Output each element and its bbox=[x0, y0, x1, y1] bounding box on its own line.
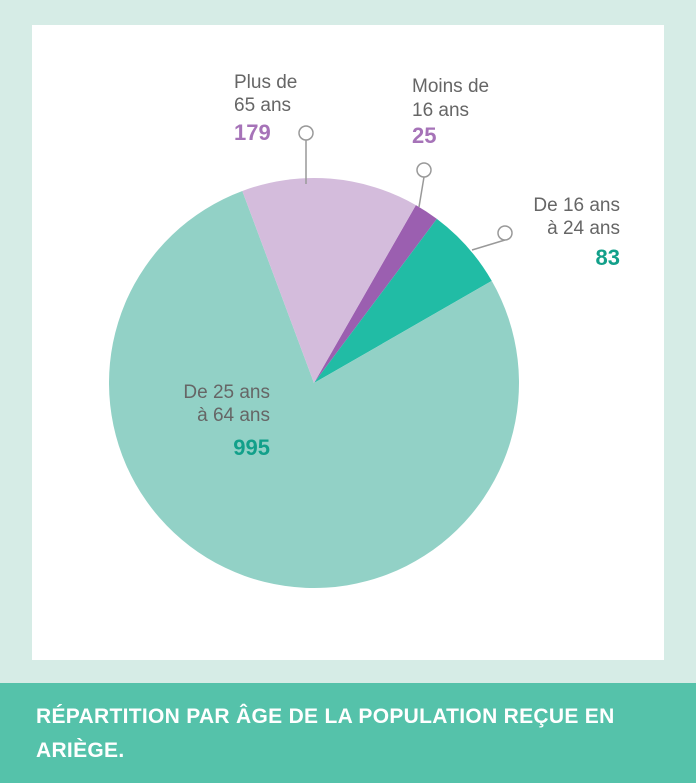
pie-slice bbox=[109, 190, 520, 588]
leader-line bbox=[471, 239, 506, 251]
value-label: 995 bbox=[233, 435, 270, 460]
slice-label: à 24 ans bbox=[547, 218, 620, 239]
slice-label: De 25 ans bbox=[183, 382, 270, 403]
slice-label: Plus de bbox=[234, 72, 297, 93]
slice-label: Moins de bbox=[412, 76, 489, 97]
value-label: 179 bbox=[234, 120, 271, 145]
leader-dot bbox=[416, 162, 432, 178]
leader-dot bbox=[497, 225, 513, 241]
pie-slice bbox=[314, 218, 492, 383]
leader-line bbox=[418, 176, 425, 208]
slice-label: à 64 ans bbox=[197, 405, 270, 426]
pie-slice bbox=[314, 205, 437, 383]
slice-label: 65 ans bbox=[234, 95, 291, 116]
pie-slice bbox=[242, 178, 416, 383]
value-label: 83 bbox=[596, 245, 620, 270]
slice-label: 16 ans bbox=[412, 100, 469, 121]
chart-title: RÉPARTITION PAR ÂGE DE LA POPULATION REÇ… bbox=[0, 683, 696, 783]
leader-dot bbox=[298, 125, 314, 141]
value-label: 25 bbox=[412, 123, 436, 148]
slice-label: De 16 ans bbox=[533, 195, 620, 216]
